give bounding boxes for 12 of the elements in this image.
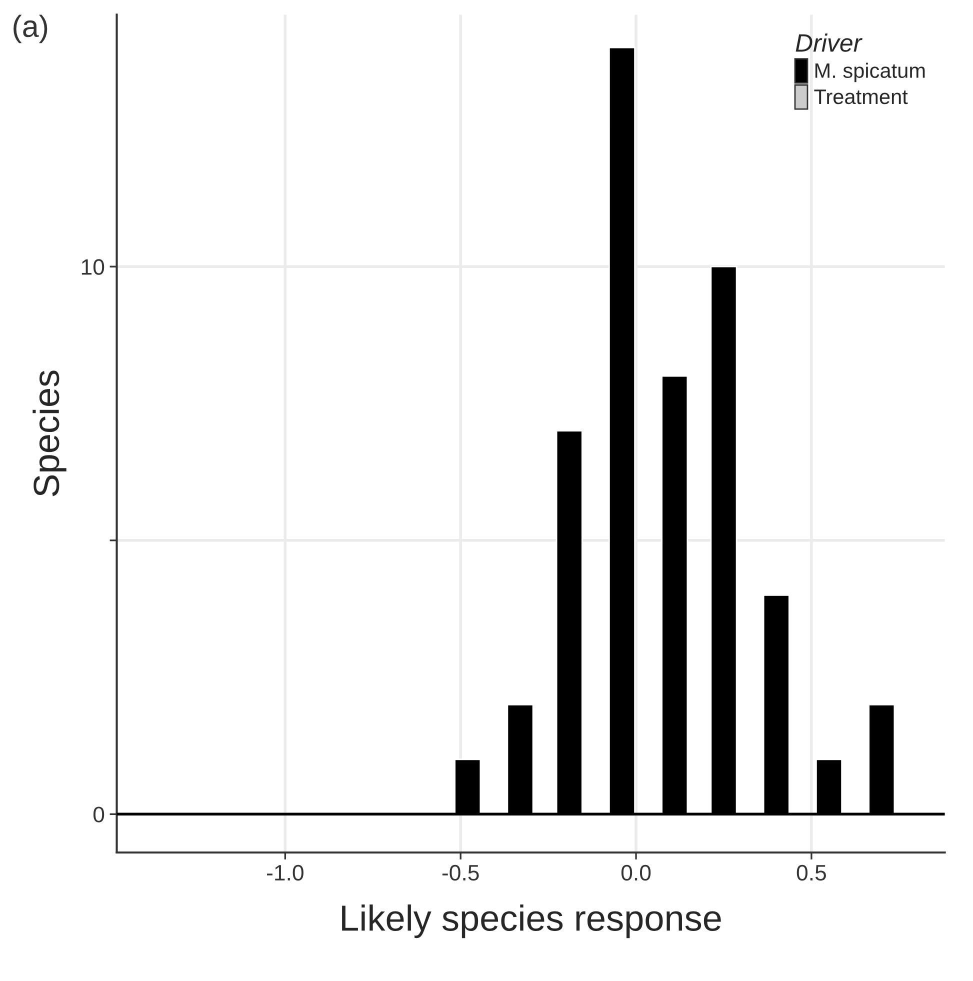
y-tick-label: 10 <box>82 259 104 275</box>
x-tick-label: -1.0 <box>267 864 304 881</box>
legend-title: Driver <box>796 33 862 52</box>
legend-label: Treatment <box>814 90 908 104</box>
x-axis-title: Likely species response <box>342 904 721 938</box>
x-tick-label: 0.0 <box>621 864 651 881</box>
x-tick-label: 0.5 <box>796 864 826 881</box>
y-axis-title: Species <box>32 370 66 496</box>
legend-label: M. spicatum <box>815 62 925 82</box>
chart-title: (a) <box>14 14 48 44</box>
y-tick-label: 0 <box>93 806 104 822</box>
x-tick-label: -0.5 <box>442 864 479 881</box>
